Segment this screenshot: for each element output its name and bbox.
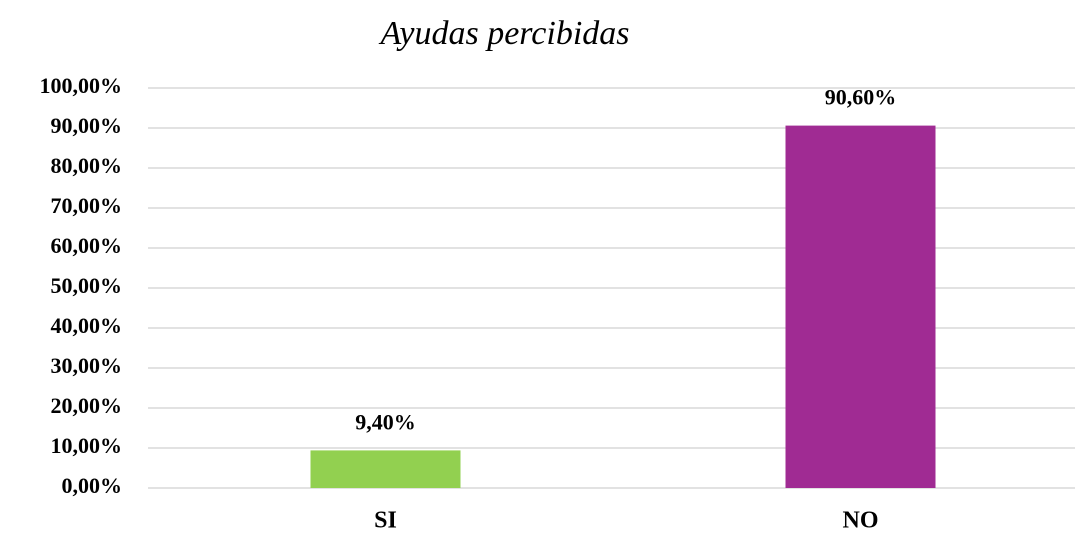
x-tick-label: NO bbox=[843, 508, 879, 534]
bar bbox=[785, 125, 936, 488]
y-tick-label: 50,00% bbox=[51, 273, 123, 298]
y-tick-label: 0,00% bbox=[62, 473, 123, 498]
y-tick-label: 100,00% bbox=[40, 73, 123, 98]
y-tick-label: 60,00% bbox=[51, 233, 123, 258]
y-tick-label: 40,00% bbox=[51, 313, 123, 338]
y-tick-label: 70,00% bbox=[51, 193, 123, 218]
y-tick-label: 10,00% bbox=[51, 433, 123, 458]
bar bbox=[310, 450, 461, 488]
y-tick-label: 80,00% bbox=[51, 153, 123, 178]
y-tick-label: 90,00% bbox=[51, 113, 123, 138]
y-tick-label: 30,00% bbox=[51, 353, 123, 378]
x-tick-label: SI bbox=[374, 508, 397, 534]
data-label: 9,40% bbox=[355, 409, 416, 434]
data-label: 90,60% bbox=[825, 85, 897, 110]
chart-title: Ayudas percibidas bbox=[379, 15, 630, 52]
y-tick-label: 20,00% bbox=[51, 393, 123, 418]
